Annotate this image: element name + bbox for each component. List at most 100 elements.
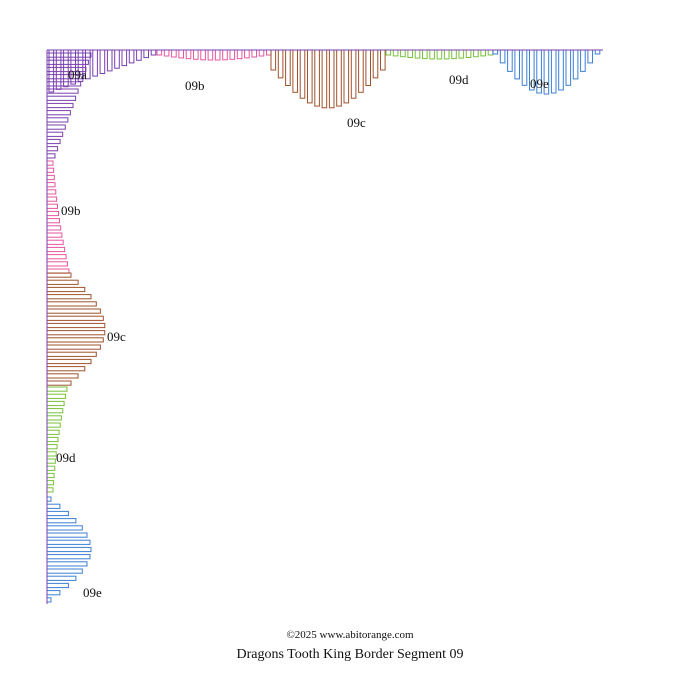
tooth-09c-left (46, 294, 92, 300)
tooth-09a-top (150, 49, 157, 56)
tooth-09c-top (380, 49, 386, 71)
tooth-09a-left (46, 124, 66, 130)
tooth-09a-top (136, 49, 142, 61)
tooth-09c-top (277, 49, 284, 79)
tooth-09e-left (46, 532, 88, 538)
label-09c-top: 09c (347, 115, 366, 130)
tooth-09c-top (292, 49, 298, 93)
tooth-09b-left (46, 254, 67, 260)
tooth-09b-left (46, 160, 54, 166)
tooth-09c-top (358, 49, 364, 93)
tooth-09d-left (46, 487, 54, 493)
tooth-09e-left (46, 582, 69, 589)
tooth-09d-top (414, 49, 421, 59)
tooth-09e-top (521, 49, 528, 86)
tooth-09e-top (507, 49, 513, 72)
tooth-09e-top (558, 49, 564, 91)
left-border-teeth (46, 50, 106, 604)
tooth-09e-top (565, 49, 572, 86)
tooth-09e-top (514, 49, 521, 80)
tooth-09c-left (46, 366, 86, 372)
tooth-09c-left (46, 279, 79, 285)
tooth-09e-left (46, 597, 52, 603)
tooth-09a-left (46, 88, 79, 94)
tooth-09e-left (46, 554, 91, 560)
tooth-09a-left (46, 153, 56, 159)
tooth-09c-left (46, 344, 101, 350)
tooth-09d-left (46, 480, 55, 486)
tooth-09d-top (473, 49, 479, 58)
tooth-09c-top (270, 49, 277, 71)
tooth-09c-left (46, 330, 106, 336)
tooth-09c-top (336, 49, 342, 107)
label-09e-top: 09e (530, 76, 549, 91)
tooth-09d-top (487, 49, 494, 56)
tooth-09d-left (46, 408, 64, 414)
tooth-09d-top (392, 49, 399, 57)
tooth-09c-left (46, 286, 86, 293)
tooth-09b-top (229, 49, 236, 60)
tooth-09c-left (46, 322, 106, 329)
tooth-09d-top (436, 49, 443, 60)
tooth-09e-left (46, 496, 52, 502)
tooth-09e-left (46, 525, 83, 531)
tooth-09e-left (46, 518, 77, 524)
tooth-09a-left (46, 102, 74, 109)
tooth-09b-top (207, 49, 214, 61)
tooth-09d-left (46, 386, 68, 392)
tooth-09e-left (46, 575, 77, 581)
label-09a-top: 09a (68, 67, 87, 82)
tooth-09a-top (114, 49, 120, 69)
tooth-09d-left (46, 451, 57, 457)
tooth-09b-left (46, 218, 60, 224)
label-09d-top: 09d (449, 72, 469, 87)
tooth-09e-top (580, 49, 586, 72)
tooth-09c-left (46, 301, 97, 307)
top-border-teeth (47, 49, 603, 109)
tooth-09e-top (587, 49, 594, 64)
tooth-09e-left (46, 546, 92, 553)
tooth-09d-left (46, 422, 61, 428)
tooth-09c-top (314, 49, 320, 107)
tooth-09c-left (46, 380, 72, 386)
tooth-09c-top (307, 49, 313, 104)
tooth-09c-left (46, 337, 104, 343)
tooth-09a-top (99, 49, 106, 74)
tooth-09c-left (46, 373, 79, 379)
tooth-09e-top (492, 49, 499, 55)
label-09b-left: 09b (61, 203, 81, 218)
tooth-09b-left (46, 203, 58, 209)
tooth-09b-left (46, 196, 58, 202)
tooth-09a-left (46, 110, 71, 116)
tooth-09b-top (236, 49, 243, 60)
tooth-09d-left (46, 436, 59, 443)
tooth-09d-left (46, 415, 62, 421)
tooth-09a-left (46, 138, 61, 145)
tooth-09b-left (46, 225, 62, 231)
tooth-09b-left (46, 210, 59, 217)
tooth-09d-top (443, 49, 450, 60)
tooth-09d-left (46, 393, 67, 399)
tooth-09b-top (178, 49, 184, 59)
tooth-09d-top (385, 49, 392, 56)
tooth-09d-top (429, 49, 435, 60)
tooth-09d-top (480, 49, 486, 57)
tooth-09e-left (46, 561, 88, 567)
tooth-09e-left (46, 568, 83, 574)
tooth-09a-top (143, 49, 149, 59)
tooth-09c-left (46, 358, 92, 365)
tooth-09d-left (46, 429, 60, 435)
tooth-09b-top (222, 49, 228, 61)
tooth-09b-left (46, 261, 68, 267)
tooth-09d-top (407, 49, 413, 58)
tooth-09c-top (343, 49, 350, 104)
tooth-09b-left (46, 167, 55, 173)
tooth-09d-top (458, 49, 465, 59)
tooth-09a-left (46, 131, 64, 137)
tooth-09b-top (214, 49, 221, 61)
tooth-09b-left (46, 246, 66, 253)
tooth-09d-left (46, 458, 56, 464)
tooth-09d-left (46, 465, 56, 471)
tooth-09d-left (46, 400, 65, 407)
